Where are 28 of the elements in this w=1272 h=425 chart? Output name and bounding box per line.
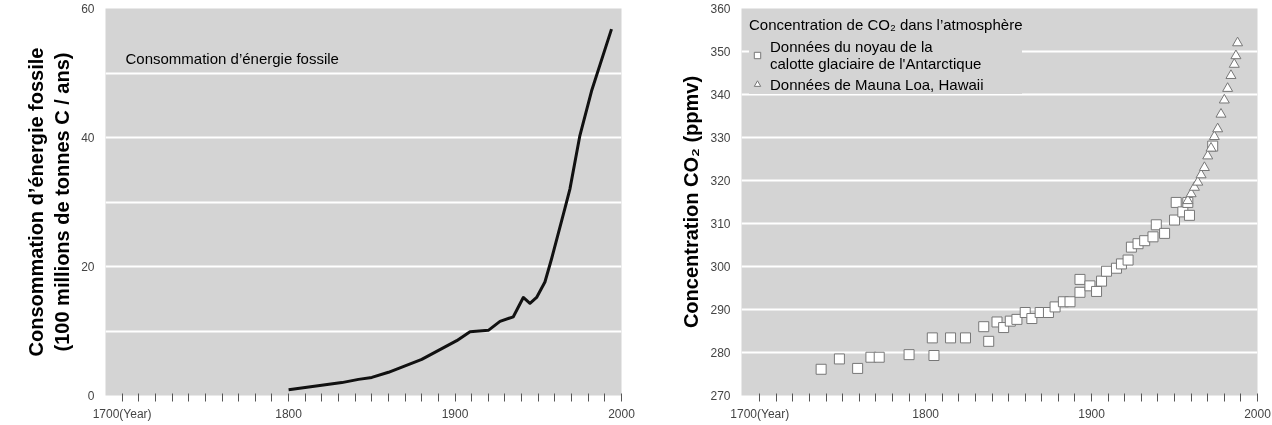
y-tick-label: 310 — [710, 217, 731, 231]
x-tick-label: 1900 — [441, 406, 469, 421]
y-tick-label: 20 — [81, 260, 95, 274]
y-tick-label: 350 — [710, 45, 731, 59]
y-tick-label: 330 — [710, 131, 731, 145]
legend-label: Données du noyau de la calotte glaciaire de l'Antarctique — [770, 38, 982, 72]
y-tick-label: 340 — [710, 88, 731, 102]
y-tick-label: 360 — [710, 2, 731, 16]
x-tick-label: 2000 — [608, 406, 636, 421]
x-tick-label: 2000 — [1244, 406, 1272, 421]
y-tick-label: 320 — [710, 174, 731, 188]
x-tick-label: 1700(Year) — [730, 406, 790, 421]
x-tick-label: 1800 — [912, 406, 940, 421]
legend-title: Concentration de CO₂ dans l’atmosphère — [749, 16, 1023, 33]
legend-label: Données de Mauna Loa, Hawaii — [770, 75, 984, 93]
y-tick-label: 280 — [710, 346, 731, 360]
y-tick-label: 290 — [710, 303, 731, 317]
y-axis-title: Concentration CO₂ (ppmv) — [680, 75, 703, 329]
y-tick-label: 0 — [87, 389, 95, 403]
x-tick-label: 1800 — [275, 406, 303, 421]
x-tick-label: 1700(Year) — [92, 406, 152, 421]
text: Consommation d’énergie fossile — [125, 49, 339, 67]
y-axis-title: Consommation d’énergie fossile (100 millions de tonnes C / ans) — [24, 47, 74, 357]
y-tick-label: 270 — [710, 389, 731, 403]
y-tick-label: 300 — [710, 260, 731, 274]
y-tick-label: 40 — [81, 131, 95, 145]
x-tick-label: 1900 — [1078, 406, 1106, 421]
y-tick-label: 60 — [81, 2, 95, 16]
